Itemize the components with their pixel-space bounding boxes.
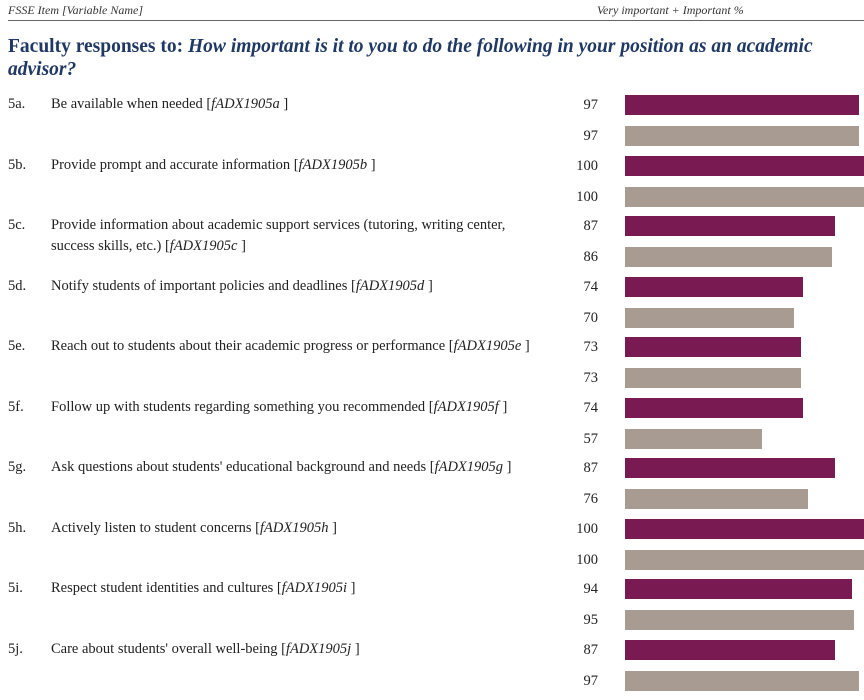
item-number: 5c. xyxy=(8,217,26,233)
data-label: 97 xyxy=(583,672,599,689)
data-label: 87 xyxy=(583,641,599,658)
item-label: Be available when needed [fADX1905a ] xyxy=(51,94,551,115)
bar xyxy=(625,639,835,660)
data-label: 100 xyxy=(576,520,598,537)
title-prefix: Faculty responses to: xyxy=(8,36,184,57)
item-variable-name: fADX1905j xyxy=(285,640,352,657)
item-label: Actively listen to student concerns [fAD… xyxy=(51,518,551,539)
bar xyxy=(625,276,803,297)
item-label: Reach out to students about their academ… xyxy=(51,336,551,357)
data-label: 74 xyxy=(583,399,599,416)
item-variable-name: fADX1905d xyxy=(355,277,425,294)
item-label-close: ] xyxy=(279,96,289,112)
item-label-text: Follow up with students regarding someth… xyxy=(51,398,434,415)
bar xyxy=(625,458,835,478)
item-label-close: ] xyxy=(237,238,246,254)
item-variable-name: fADX1905i xyxy=(281,580,347,596)
data-label: 70 xyxy=(583,309,599,326)
bar xyxy=(625,670,859,691)
data-label: 97 xyxy=(583,97,599,113)
item-label-close: ] xyxy=(424,277,433,294)
item-label-text: Ask questions about students' educationa… xyxy=(51,459,435,475)
item-label-text: Care about students' overall well-being … xyxy=(51,640,286,657)
data-label: 95 xyxy=(583,612,599,628)
item-variable-name: fADX1905h xyxy=(260,519,329,536)
item-label-text: Respect student identities and cultures … xyxy=(51,580,282,596)
item-label: Notify students of important policies an… xyxy=(51,276,551,297)
item-variable-name: fADX1905a xyxy=(211,96,280,112)
item-variable-name: fADX1905g xyxy=(434,459,504,475)
bar xyxy=(625,579,852,599)
title-question: How important is it to you to do the fol… xyxy=(8,36,813,80)
bar xyxy=(625,155,864,176)
bar xyxy=(625,95,859,115)
column-header-percent: Very important + Important % xyxy=(597,3,744,17)
data-label: 87 xyxy=(583,218,599,234)
item-label: Follow up with students regarding someth… xyxy=(51,397,551,418)
item-label: Care about students' overall well-being … xyxy=(51,639,551,660)
item-number: 5g. xyxy=(8,459,27,475)
item-number: 5i. xyxy=(8,580,23,596)
item-label-text: Provide information about academic suppo… xyxy=(51,217,506,254)
item-variable-name: fADX1905e xyxy=(453,338,522,354)
item-label-text: Actively listen to student concerns [ xyxy=(51,519,260,536)
item-label-text: Notify students of important policies an… xyxy=(51,277,356,294)
data-label: 97 xyxy=(583,128,599,144)
item-label-close: ] xyxy=(351,640,360,657)
item-label-text: Be available when needed [ xyxy=(51,96,212,112)
data-label: 87 xyxy=(583,460,599,476)
page-title: Faculty responses to: How important is i… xyxy=(8,35,848,81)
item-label: Ask questions about students' educationa… xyxy=(51,457,551,478)
item-label-close: ] xyxy=(521,338,530,354)
header-divider xyxy=(8,20,864,21)
bar xyxy=(625,518,864,539)
bar xyxy=(625,489,808,509)
item-label: Respect student identities and cultures … xyxy=(51,578,551,599)
item-label: Provide information about academic suppo… xyxy=(51,215,551,257)
item-label-close: ] xyxy=(498,398,508,415)
bar xyxy=(625,549,864,570)
item-variable-name: fADX1905c xyxy=(169,238,238,254)
data-label: 94 xyxy=(583,581,599,597)
item-label-text: Provide prompt and accurate information … xyxy=(51,156,299,173)
data-label: 100 xyxy=(576,551,598,568)
bar xyxy=(625,216,835,236)
data-label: 57 xyxy=(583,430,599,447)
data-label: 86 xyxy=(583,249,599,265)
bar xyxy=(625,397,803,418)
bar xyxy=(625,337,801,357)
item-number: 5f. xyxy=(8,398,24,415)
bar xyxy=(625,307,794,328)
item-label-close: ] xyxy=(503,459,512,475)
data-label: 73 xyxy=(583,339,599,355)
item-variable-name: fADX1905f xyxy=(433,398,499,415)
item-label: Provide prompt and accurate information … xyxy=(51,155,551,176)
item-label-close: ] xyxy=(346,580,356,596)
data-label: 73 xyxy=(583,370,599,386)
item-number: 5e. xyxy=(8,338,26,354)
item-variable-name: fADX1905b xyxy=(298,156,368,173)
item-number: 5j. xyxy=(8,640,23,657)
data-label: 100 xyxy=(576,157,598,174)
bar xyxy=(625,247,832,267)
item-number: 5d. xyxy=(8,277,27,294)
bar xyxy=(625,610,854,630)
item-label-close: ] xyxy=(328,519,337,536)
data-label: 74 xyxy=(583,278,599,295)
item-label-text: Reach out to students about their academ… xyxy=(51,338,454,354)
data-label: 76 xyxy=(583,491,599,507)
item-number: 5a. xyxy=(8,96,26,112)
data-label: 100 xyxy=(576,188,598,205)
bar xyxy=(625,186,864,207)
bar xyxy=(625,428,762,449)
column-header-item: FSSE Item [Variable Name] xyxy=(8,3,143,17)
bar xyxy=(625,368,801,388)
item-label-close: ] xyxy=(367,156,376,173)
bar xyxy=(625,126,859,146)
item-number: 5b. xyxy=(8,156,27,173)
item-number: 5h. xyxy=(8,519,27,536)
